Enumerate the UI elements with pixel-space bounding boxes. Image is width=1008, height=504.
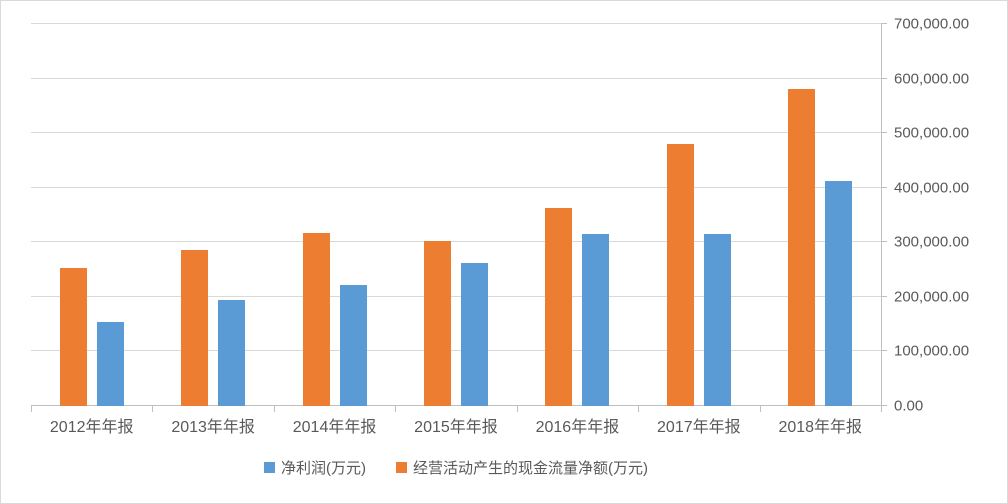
operating-cashflow-bar: [423, 241, 451, 406]
category-axis-tick: [516, 406, 518, 412]
y-axis-tick-label: 200,000.00: [894, 288, 970, 306]
net-profit-bar: [460, 263, 488, 406]
x-axis-labels: 2012年年报 2013年年报 2014年年报 2015年年报 2016年年报 2017年…: [31, 413, 881, 437]
bar-group: [274, 24, 395, 406]
x-axis-line: [31, 405, 881, 406]
net-profit-bar: [339, 284, 367, 406]
category-axis-tick: [881, 406, 882, 412]
bar-group: [395, 24, 516, 406]
y-axis-tick-label: 600,000.00: [894, 70, 970, 88]
x-axis-category-label: 2013年年报: [171, 419, 255, 436]
legend-label: 经营活动产生的现金流量净额(万元): [413, 460, 648, 477]
legend: 净利润(万元) 经营活动产生的现金流量净额(万元): [31, 457, 881, 478]
y-axis-tick: [881, 405, 887, 406]
net-profit-bar: [218, 300, 246, 406]
net-profit-bar: [825, 181, 853, 406]
plot-area: [31, 23, 887, 412]
legend-label: 净利润(万元): [281, 460, 366, 477]
category-axis-tick: [638, 406, 640, 412]
operating-cashflow-bar: [302, 233, 330, 406]
y-axis-tick: [881, 23, 887, 24]
bar-group: [152, 24, 273, 406]
net-profit-bar: [703, 234, 731, 406]
gridline: [31, 241, 881, 243]
legend-marker: [264, 462, 275, 473]
legend-item-net-profit: 净利润(万元): [264, 457, 366, 478]
x-axis-category-label: 2016年年报: [535, 419, 620, 436]
bar-series: [31, 24, 881, 406]
gridline: [31, 295, 881, 297]
gridline: [31, 132, 881, 134]
gridline: [31, 23, 881, 24]
legend-marker: [396, 462, 407, 473]
y-axis-tick: [881, 186, 887, 188]
y-axis-tick-label: 700,000.00: [894, 15, 970, 33]
x-axis-category-label: 2014年年报: [292, 419, 377, 436]
operating-cashflow-bar: [59, 267, 87, 406]
gridline: [31, 186, 881, 188]
operating-cashflow-bar: [181, 249, 209, 406]
y-axis-tick-label: 500,000.00: [894, 124, 970, 142]
bar-group: [638, 24, 759, 406]
x-axis-category-label: 2018年年报: [778, 419, 863, 436]
y-axis-tick: [881, 350, 887, 352]
y-axis-line: [881, 24, 882, 406]
x-axis-category-label: 2012年年报: [49, 419, 134, 436]
y-axis-tick-label: 0.00: [894, 397, 924, 415]
x-axis-category-label: 2017年年报: [657, 419, 741, 436]
net-profit-bar: [96, 321, 124, 406]
category-axis-tick: [273, 406, 275, 412]
y-axis-labels: 0.00 100,000.00 200,000.00 300,000.00 400,00…: [894, 16, 1004, 415]
bar-group: [31, 24, 152, 406]
bar-group: [760, 24, 881, 406]
net-profit-bar: [582, 234, 610, 406]
y-axis-tick: [881, 295, 887, 297]
operating-cashflow-bar: [545, 207, 573, 406]
operating-cashflow-bar: [666, 144, 694, 406]
y-axis-tick: [881, 241, 887, 243]
x-axis-category-label: 2015年年报: [414, 419, 498, 436]
y-axis-tick-label: 400,000.00: [894, 179, 970, 197]
bar-group: [517, 24, 638, 406]
y-axis-tick-label: 100,000.00: [894, 342, 970, 360]
category-axis-tick: [395, 406, 397, 412]
gridline: [31, 350, 881, 352]
category-axis-tick: [152, 406, 154, 412]
category-axis-tick: [759, 406, 761, 412]
legend-item-operating-cashflow: 经营活动产生的现金流量净额(万元): [396, 457, 648, 478]
y-axis-tick: [881, 77, 887, 79]
category-axis-tick: [31, 406, 32, 412]
operating-cashflow-bar: [788, 88, 816, 406]
y-axis-tick-label: 300,000.00: [894, 233, 970, 251]
gridline: [31, 77, 881, 79]
y-axis-tick: [881, 132, 887, 134]
